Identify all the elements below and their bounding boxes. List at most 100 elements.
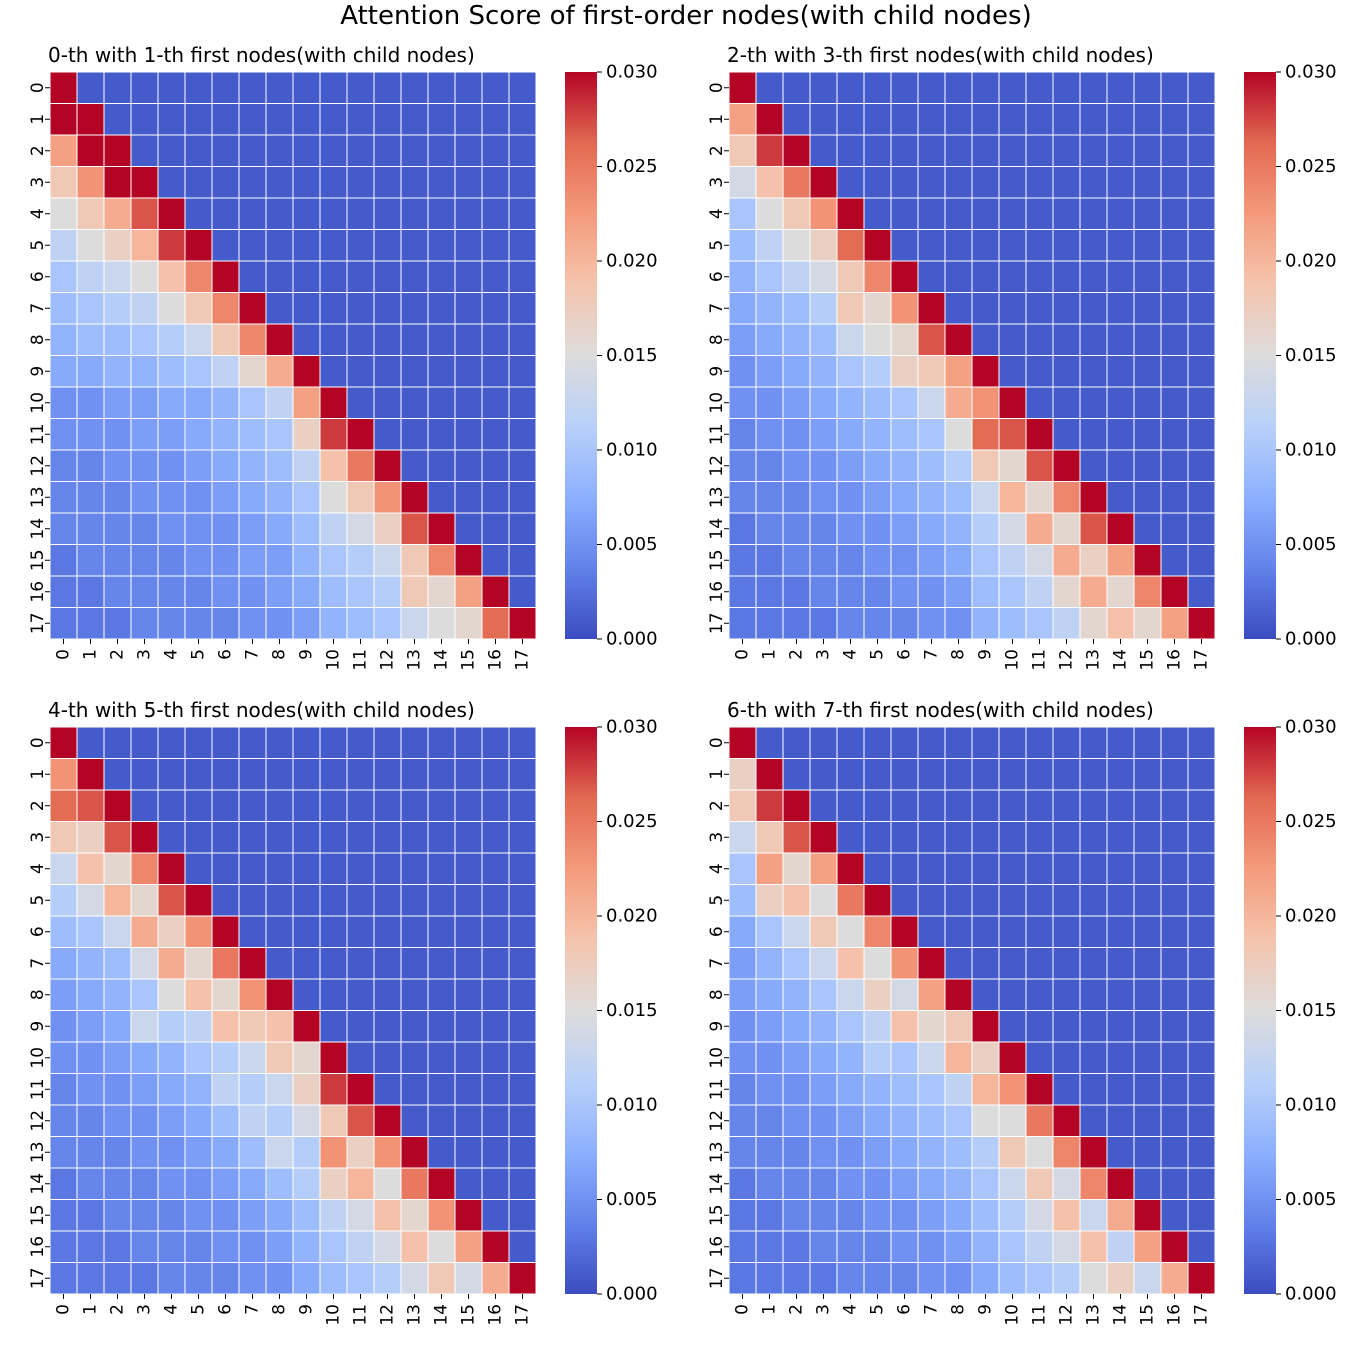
heatmap-cell	[917, 103, 946, 136]
heatmap-cell	[49, 1104, 78, 1137]
heatmap-cell	[157, 1073, 186, 1106]
heatmap-cell	[292, 758, 321, 791]
heatmap-cell	[76, 103, 105, 136]
heatmap-cell	[1160, 947, 1189, 980]
heatmap-cell	[184, 789, 213, 822]
heatmap-cell	[481, 915, 510, 948]
heatmap-cell	[427, 821, 456, 854]
heatmap-cell	[1079, 726, 1108, 759]
heatmap-cell	[998, 1041, 1027, 1074]
heatmap-cell	[292, 71, 321, 104]
heatmap-cell	[508, 197, 537, 230]
heatmap-cell	[1025, 292, 1054, 325]
heatmap-cell	[481, 134, 510, 167]
heatmap-cell	[782, 1262, 811, 1295]
heatmap-cell	[157, 544, 186, 577]
heatmap-cell	[157, 292, 186, 325]
heatmap-cell	[319, 758, 348, 791]
heatmap-cell	[103, 292, 132, 325]
heatmap-cell	[836, 1199, 865, 1232]
heatmap-cell	[427, 197, 456, 230]
heatmap-cell	[211, 134, 240, 167]
heatmap-cell	[809, 1136, 838, 1169]
heatmap-cell	[184, 821, 213, 854]
heatmap-cell	[728, 575, 757, 608]
x-tick-label: 4	[162, 1304, 182, 1315]
x-tick-label: 5	[868, 649, 888, 660]
heatmap-cell	[782, 726, 811, 759]
heatmap-cell	[836, 607, 865, 640]
heatmap-cell	[130, 166, 159, 199]
heatmap-cell	[292, 1262, 321, 1295]
heatmap-cell	[863, 418, 892, 451]
heatmap-cell	[76, 166, 105, 199]
heatmap-cell	[373, 884, 402, 917]
heatmap-cell	[454, 947, 483, 980]
heatmap-cell	[508, 355, 537, 388]
heatmap-cell	[782, 1167, 811, 1200]
heatmap-cell	[1025, 575, 1054, 608]
heatmap-cell	[319, 726, 348, 759]
heatmap-cell	[103, 1230, 132, 1263]
heatmap-cell	[863, 229, 892, 262]
heatmap-cell	[782, 386, 811, 419]
heatmap-cell	[1052, 607, 1081, 640]
heatmap-cell	[998, 1010, 1027, 1043]
heatmap-cell	[454, 197, 483, 230]
heatmap-cell	[917, 1010, 946, 1043]
heatmap-cell	[49, 166, 78, 199]
heatmap-cell	[809, 544, 838, 577]
x-tick-label: 6	[216, 649, 236, 660]
heatmap-cell	[265, 197, 294, 230]
heatmap-cell	[1106, 544, 1135, 577]
heatmap-cell	[292, 260, 321, 293]
heatmap-cell	[1133, 323, 1162, 356]
heatmap-cell	[1133, 1073, 1162, 1106]
heatmap-cell	[1052, 355, 1081, 388]
heatmap-cell	[103, 1073, 132, 1106]
heatmap-cell	[944, 229, 973, 262]
heatmap-cell	[157, 260, 186, 293]
heatmap-cell	[863, 1262, 892, 1295]
heatmap-cell	[49, 292, 78, 325]
heatmap-cell	[130, 103, 159, 136]
x-tick-label: 12	[378, 1304, 398, 1326]
heatmap-cell	[346, 575, 375, 608]
heatmap-cell	[971, 1104, 1000, 1137]
heatmap-cell	[49, 1041, 78, 1074]
heatmap-cell	[1079, 292, 1108, 325]
heatmap-cell	[184, 449, 213, 482]
heatmap-cell	[1052, 418, 1081, 451]
heatmap-cell	[944, 71, 973, 104]
heatmap-cell	[157, 1136, 186, 1169]
heatmap-cell	[728, 355, 757, 388]
heatmap-cell	[809, 166, 838, 199]
heatmap-cell	[184, 512, 213, 545]
heatmap-cell	[1160, 1010, 1189, 1043]
heatmap-cell	[373, 197, 402, 230]
y-tick-label: 4	[28, 863, 48, 874]
heatmap-cell	[782, 166, 811, 199]
heatmap-cell	[130, 1167, 159, 1200]
heatmap-cell	[782, 103, 811, 136]
y-tick-label: 9	[28, 366, 48, 377]
heatmap-cell	[836, 197, 865, 230]
colorbar	[1244, 727, 1276, 1294]
heatmap-cell	[1133, 758, 1162, 791]
heatmap-cell	[863, 1199, 892, 1232]
heatmap-cell	[265, 758, 294, 791]
heatmap-cell	[508, 260, 537, 293]
heatmap-cell	[130, 1230, 159, 1263]
x-tick-label: 0	[54, 1304, 74, 1315]
heatmap-cell	[157, 1010, 186, 1043]
heatmap-cell	[454, 607, 483, 640]
heatmap-cell	[184, 1010, 213, 1043]
heatmap-cell	[130, 575, 159, 608]
heatmap-cell	[1187, 575, 1216, 608]
heatmap-cell	[130, 758, 159, 791]
heatmap-cell	[1106, 607, 1135, 640]
heatmap-cell	[481, 575, 510, 608]
heatmap-cell	[130, 978, 159, 1011]
heatmap-cell	[184, 418, 213, 451]
heatmap-cell	[319, 1104, 348, 1137]
